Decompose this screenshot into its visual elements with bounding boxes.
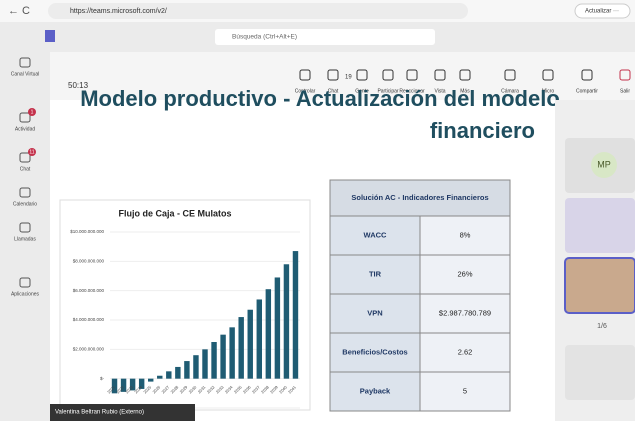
rail-label: Canal Virtual <box>11 71 40 77</box>
bar <box>166 371 171 378</box>
bar <box>275 277 280 378</box>
rail-label: Aplicaciones <box>11 291 40 297</box>
toolbar-label: Salir <box>620 88 630 94</box>
bar <box>284 264 289 378</box>
row-label: TIR <box>369 269 382 278</box>
bar <box>193 355 198 378</box>
bar <box>202 349 207 378</box>
teams-logo <box>45 30 55 42</box>
y-tick-label: $8.000.000.000 <box>73 259 105 264</box>
slide-title: Modelo productivo - Actualización del mo… <box>80 86 560 111</box>
rail-label: Llamadas <box>14 236 36 242</box>
row-value: 2.62 <box>458 347 473 356</box>
participant-tile <box>565 198 635 253</box>
bar <box>257 299 262 378</box>
row-label: Beneficios/Costos <box>342 347 407 356</box>
rail-label: Chat <box>20 166 31 172</box>
row-value: 26% <box>457 269 472 278</box>
bar <box>248 310 253 379</box>
bar <box>157 376 162 379</box>
search-placeholder: Búsqueda (Ctrl+Alt+E) <box>232 34 297 41</box>
row-label: VPN <box>367 308 382 317</box>
url: https://teams.microsoft.com/v2/ <box>70 8 167 15</box>
chart-title: Flujo de Caja - CE Mulatos <box>118 208 231 218</box>
screen: ← C https://teams.microsoft.com/v2/ Actu… <box>0 0 635 421</box>
row-label: WACC <box>364 230 387 239</box>
update-label: Actualizar ··· <box>585 9 619 15</box>
bar <box>148 379 153 382</box>
bar <box>220 335 225 379</box>
y-tick-label: $4.000.000.000 <box>73 317 105 322</box>
indicator-table: Solución AC - Indicadores Financieros WAC… <box>330 180 510 411</box>
participant-tile <box>565 345 635 400</box>
y-tick-label: $10.000.000.000 <box>70 229 104 234</box>
y-tick-label: $6.000.000.000 <box>73 288 105 293</box>
bar <box>211 342 216 379</box>
y-tick-label: $- <box>100 376 105 381</box>
table-title: Solución AC - Indicadores Financieros <box>351 193 488 202</box>
people-count: 19 <box>345 75 352 81</box>
bar <box>175 367 180 379</box>
badge-count: 1 <box>31 109 34 115</box>
bar <box>238 317 243 379</box>
pager[interactable]: 1/6 <box>597 323 607 330</box>
row-value: $2.987.780.789 <box>439 308 491 317</box>
toolbar-label: Compartir <box>576 88 598 94</box>
participant-tile <box>565 258 635 313</box>
row-label: Payback <box>360 386 391 395</box>
badge-count: 11 <box>29 149 34 155</box>
y-tick-label: $2.000.000.000 <box>73 347 105 352</box>
bar <box>229 327 234 378</box>
row-value: 8% <box>460 230 471 239</box>
avatar-initials: MP <box>597 159 611 169</box>
bar <box>184 361 189 379</box>
rail-label: Calendario <box>13 201 37 207</box>
slide-title: financiero <box>430 118 535 143</box>
presenter-name: Valentina Beltran Rubio (Externo) <box>55 410 144 416</box>
row-value: 5 <box>463 386 467 395</box>
bar <box>266 289 271 378</box>
rail-label: Actividad <box>15 126 36 132</box>
back-button[interactable]: ← C <box>8 5 30 17</box>
bar <box>293 251 298 379</box>
